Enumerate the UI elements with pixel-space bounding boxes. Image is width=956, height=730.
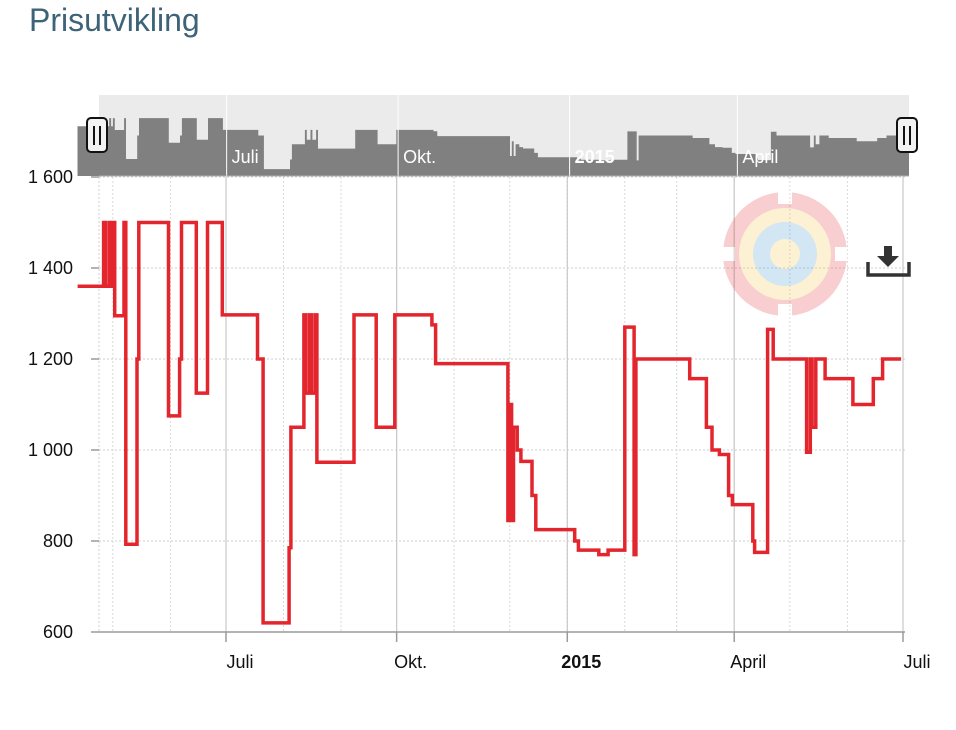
y-tick-label: 1 600 [28, 167, 73, 187]
y-axis: 600 800 1 000 1 200 1 400 1 600 [28, 167, 99, 642]
navigator-labels: Juli Okt. 2015 April [226, 95, 778, 176]
grid-lines [98, 176, 905, 633]
navigator-right-handle[interactable] [896, 117, 918, 153]
download-icon [866, 246, 911, 277]
price-series-line [77, 220, 902, 625]
y-tick-label: 1 000 [28, 440, 73, 460]
y-tick-label: 800 [43, 531, 73, 551]
navigator-left-handle[interactable] [86, 117, 108, 153]
navigator-label: 2015 [575, 147, 615, 167]
y-tick-label: 1 400 [28, 258, 73, 278]
x-tick-label: April [730, 652, 766, 672]
x-tick-label: 2015 [561, 652, 601, 672]
navigator-label: Juli [232, 147, 259, 167]
page-title: Prisutvikling [29, 2, 200, 38]
download-button[interactable] [862, 242, 914, 282]
navigator[interactable]: Juli Okt. 2015 April [77, 95, 918, 177]
navigator-label: April [742, 147, 778, 167]
navigator-area [77, 118, 909, 176]
y-tick-label: 600 [43, 622, 73, 642]
x-tick-label: Juli [226, 652, 253, 672]
x-tick-label: Okt. [394, 652, 427, 672]
x-tick-label: Juli [903, 652, 930, 672]
target-logo-icon [721, 190, 849, 318]
x-axis: Juli Okt. 2015 April Juli [225, 632, 931, 672]
navigator-label: Okt. [403, 147, 436, 167]
y-tick-label: 1 200 [28, 349, 73, 369]
